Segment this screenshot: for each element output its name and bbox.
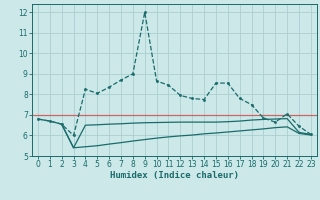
- X-axis label: Humidex (Indice chaleur): Humidex (Indice chaleur): [110, 171, 239, 180]
